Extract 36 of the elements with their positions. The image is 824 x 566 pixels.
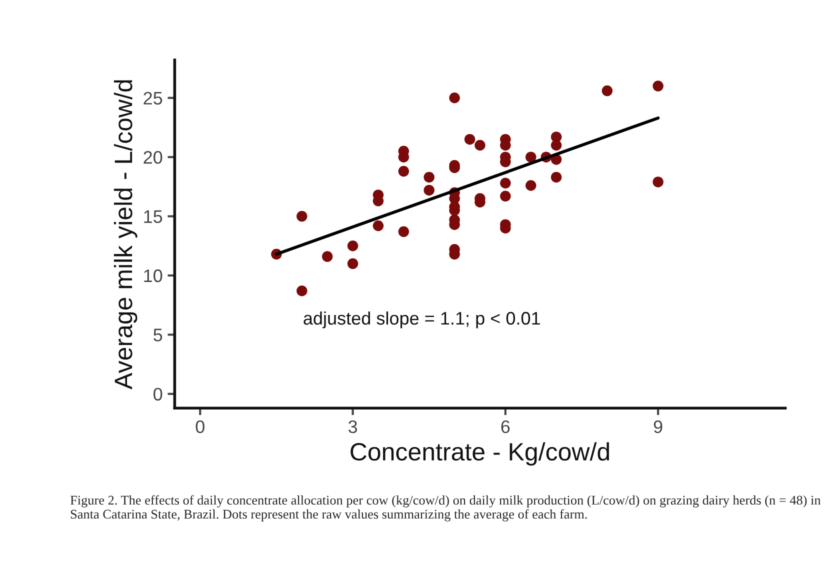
point	[296, 210, 308, 222]
point	[525, 152, 536, 162]
y-tick-label: 0	[154, 388, 162, 401]
y-tick-label: 20	[144, 151, 162, 164]
point	[602, 85, 613, 96]
x-tick-label: 6	[501, 420, 510, 434]
point	[296, 285, 308, 296]
point	[525, 180, 536, 191]
point	[347, 258, 358, 270]
point	[398, 226, 410, 238]
point	[449, 92, 460, 104]
point	[652, 176, 664, 188]
caption: Figure 2. The effects of daily concentrate allocation per cow (kg/cow/d) on daily milk production (L/cow/d) on grazing dairy herds (n = 48) in Santa Catarina State, Brazil. Dots represent the raw values summarizing the average of each farm.	[70, 495, 821, 522]
point	[500, 190, 511, 202]
point	[550, 172, 562, 183]
point	[474, 140, 486, 151]
x-tick-label: 9	[654, 420, 662, 434]
y-tick-label: 10	[144, 269, 162, 282]
point	[398, 166, 410, 177]
y-tick-label: 5	[154, 328, 162, 342]
point	[424, 184, 434, 196]
point	[347, 240, 358, 252]
y-tick-label: 25	[144, 92, 162, 105]
point	[322, 251, 333, 262]
y-axis-title: Average milk yield - L/cow/d	[114, 80, 138, 390]
point	[500, 178, 511, 189]
point	[652, 80, 664, 92]
x-axis-title: Concentrate - Kg/cow/d	[350, 442, 609, 466]
annotation: adjusted slope = 1.1; p < 0.01	[304, 311, 540, 328]
x-tick-label: 3	[348, 420, 358, 434]
point	[464, 134, 476, 145]
y-tick-label: 15	[144, 210, 162, 223]
point	[550, 140, 562, 151]
x-tick-label: 0	[196, 420, 204, 434]
point	[372, 220, 384, 232]
point	[424, 172, 434, 183]
